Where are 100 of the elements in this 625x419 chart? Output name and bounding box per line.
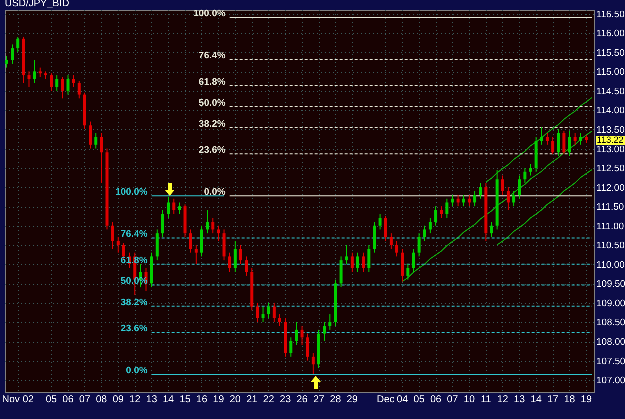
x-tick-label: 04 — [397, 394, 409, 406]
y-tick-label: 107.50 — [596, 356, 625, 368]
y-tick-label: 114.00 — [596, 106, 625, 117]
candlestick — [167, 196, 170, 219]
series-label: 0.0% — [126, 366, 148, 377]
candlestick — [5, 56, 8, 68]
candlestick — [100, 132, 104, 184]
candlestick — [66, 75, 70, 96]
series-label: 76.4% — [120, 229, 148, 240]
candlestick — [568, 130, 572, 157]
candlestick — [456, 194, 460, 208]
y-tick-label: 111.50 — [596, 202, 624, 214]
candlestick — [579, 132, 582, 146]
candlestick — [111, 222, 114, 250]
candlestick — [518, 175, 522, 200]
x-tick-label: 06 — [62, 394, 74, 406]
candlestick — [440, 206, 444, 219]
candlestick — [28, 71, 31, 88]
x-tick-label: 12 — [130, 394, 142, 406]
x-tick-label: 20 — [230, 394, 242, 406]
candlestick — [412, 248, 416, 273]
x-tick-label: 07 — [79, 394, 91, 406]
x-tick-label: 26 — [296, 394, 308, 406]
x-tick-label: 08 — [96, 394, 108, 406]
candlestick — [406, 264, 410, 280]
y-tick-label: 112.00 — [596, 182, 625, 194]
candlestick — [306, 333, 310, 362]
candlestick — [206, 210, 210, 234]
candlestick — [373, 222, 376, 254]
candlestick — [161, 210, 164, 238]
y-tick-label: 114.50 — [596, 86, 625, 98]
candlestick — [340, 256, 343, 288]
candlestick — [256, 302, 260, 323]
text: 113.22 — [596, 134, 625, 145]
candlestick — [234, 240, 237, 273]
y-tick-label: 111.00 — [596, 221, 624, 232]
x-tick-label: 13 — [146, 394, 158, 406]
candlestick — [116, 236, 120, 254]
x-tick-label: 19 — [213, 394, 225, 406]
candlestick — [345, 244, 348, 265]
x-tick-label: 19 — [580, 394, 592, 406]
line-series — [496, 169, 593, 246]
x-tick-label: 17 — [547, 394, 560, 406]
candlestick — [16, 36, 20, 53]
y-tick-label: 108.00 — [596, 337, 625, 348]
series-label: 61.8% — [198, 76, 226, 88]
x-tick-label: 05 — [414, 394, 426, 406]
candlestick — [290, 337, 293, 358]
candlestick — [272, 302, 276, 323]
candlestick — [278, 314, 282, 327]
y-tick-label: 113.50 — [596, 124, 625, 136]
candlestick — [552, 136, 555, 156]
candlestick — [524, 168, 527, 184]
x-tick-label: 21 — [246, 394, 258, 406]
x-tick-label: 18 — [564, 394, 576, 406]
y-tick-label: 110.00 — [596, 260, 625, 271]
y-tick-label: 108.50 — [596, 318, 625, 329]
candlestick — [428, 218, 432, 234]
series-label: 76.4% — [198, 50, 226, 62]
candlestick — [189, 229, 192, 254]
candlestick — [200, 225, 204, 258]
x-tick-label: 29 — [346, 394, 358, 406]
candlestick — [222, 229, 226, 262]
x-tick-label: 13 — [514, 394, 526, 406]
x-tick-label: 22 — [263, 394, 275, 406]
candlestick — [540, 127, 544, 146]
candlestick — [178, 202, 182, 215]
y-tick-label: 110.50 — [596, 240, 625, 252]
candlestick — [350, 252, 354, 273]
candlestick — [462, 194, 466, 208]
candlestick — [89, 121, 92, 150]
candlestick — [228, 252, 232, 273]
candlestick — [295, 322, 298, 346]
x-tick-label: 05 — [46, 394, 58, 406]
candlestick — [38, 67, 42, 78]
series-label: 23.6% — [120, 324, 148, 335]
candlestick — [490, 222, 494, 238]
y-tick-label: 115.00 — [596, 67, 625, 78]
candlestick — [474, 190, 477, 208]
candlestick — [418, 233, 421, 258]
candlestick — [396, 240, 399, 258]
x-tick-label: 07 — [447, 394, 459, 406]
candlestick — [529, 164, 532, 176]
candlestick — [384, 216, 388, 242]
series-label: 38.2% — [198, 118, 226, 130]
series-label: 38.2% — [120, 297, 148, 308]
candlestick — [267, 302, 270, 319]
candlestick — [378, 214, 382, 230]
candlestick — [50, 73, 54, 92]
candlestick — [574, 132, 577, 146]
series-label: 100.0% — [194, 8, 226, 20]
y-tick-label: 112.50 — [596, 164, 625, 175]
line-series — [402, 130, 593, 282]
series-label: 50.0% — [198, 98, 226, 109]
candlestick — [512, 190, 516, 208]
x-tick-label: 10 — [464, 394, 476, 406]
candlestick — [434, 206, 438, 226]
candlestick — [33, 60, 36, 84]
x-tick-label: 16 — [196, 394, 208, 406]
x-tick-label: 27 — [313, 394, 325, 406]
